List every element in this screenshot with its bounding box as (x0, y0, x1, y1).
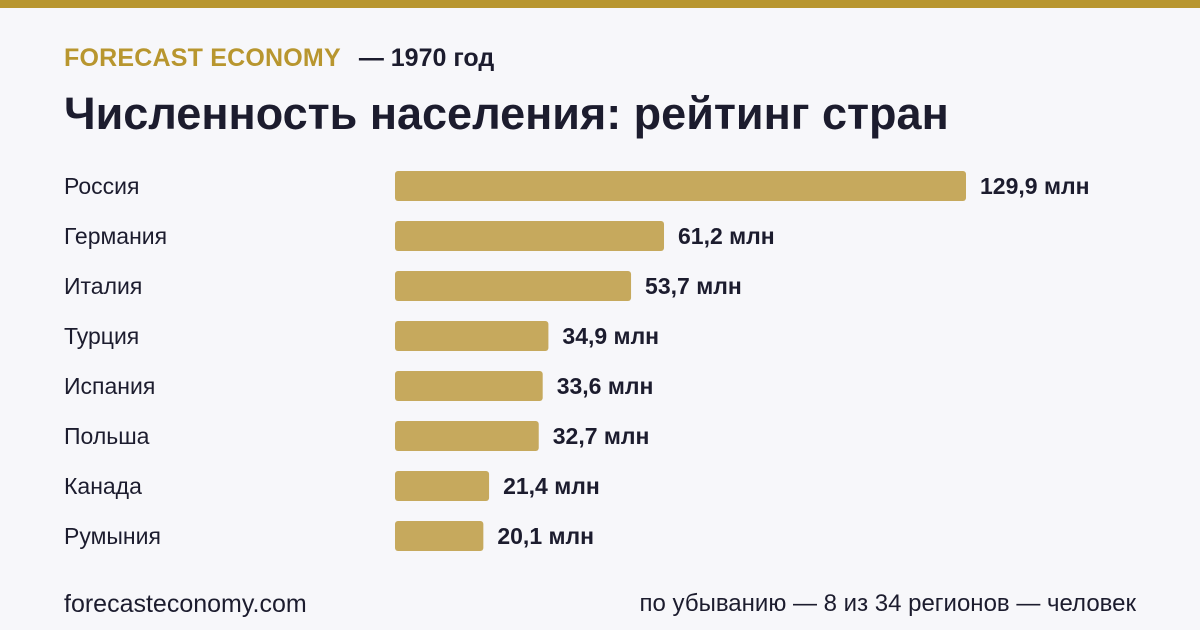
category-label: Польша (64, 423, 150, 449)
category-label: Канада (64, 473, 142, 499)
category-label: Турция (64, 323, 139, 349)
year-label: — 1970 год (358, 44, 495, 72)
page-title: Численность населения: рейтинг стран (64, 88, 949, 139)
bar (395, 321, 549, 351)
bar (395, 521, 484, 551)
bar (395, 371, 543, 401)
value-label: 129,9 млн (980, 173, 1089, 199)
category-label: Румыния (64, 523, 161, 549)
bar (395, 421, 539, 451)
value-label: 33,6 млн (557, 373, 654, 399)
header: FORECAST ECONOMY — 1970 год (64, 44, 494, 73)
value-label: 32,7 млн (553, 423, 650, 449)
footer-site-link[interactable]: forecasteconomy.com (64, 590, 307, 618)
value-label: 21,4 млн (503, 473, 600, 499)
bar (395, 221, 665, 251)
category-label: Испания (64, 373, 155, 399)
top-accent-stripe (0, 0, 1200, 8)
bar (395, 171, 966, 201)
value-label: 53,7 млн (645, 273, 742, 299)
value-label: 34,9 млн (562, 323, 659, 349)
bar (395, 471, 490, 501)
footer-note: по убыванию — 8 из 34 регионов — человек (639, 590, 1136, 617)
value-label: 20,1 млн (497, 523, 594, 549)
category-label: Россия (64, 173, 139, 199)
bar (395, 271, 632, 301)
category-label: Германия (64, 223, 167, 249)
value-label: 61,2 млн (678, 223, 775, 249)
brand-name: FORECAST ECONOMY (64, 44, 341, 72)
category-label: Италия (64, 273, 142, 299)
